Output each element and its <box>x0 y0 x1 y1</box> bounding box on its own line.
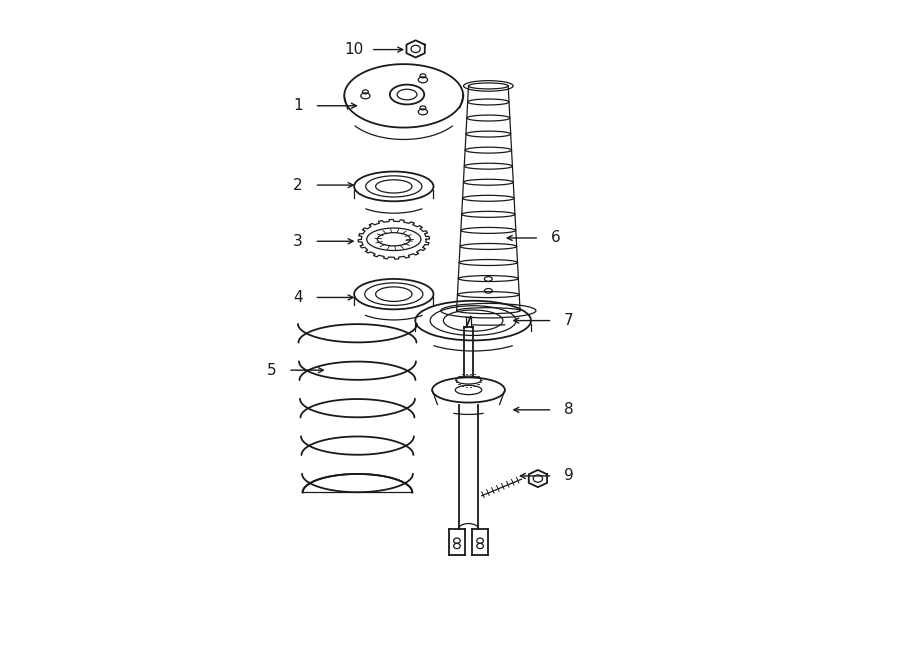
Text: 6: 6 <box>551 231 561 245</box>
Text: 1: 1 <box>293 98 302 113</box>
Text: 5: 5 <box>266 363 276 377</box>
Text: 3: 3 <box>293 234 302 249</box>
Text: 2: 2 <box>293 178 302 192</box>
Text: 10: 10 <box>345 42 364 57</box>
Text: 8: 8 <box>564 403 574 417</box>
Text: 9: 9 <box>564 469 574 483</box>
Text: 4: 4 <box>293 290 302 305</box>
Text: 7: 7 <box>564 313 574 328</box>
